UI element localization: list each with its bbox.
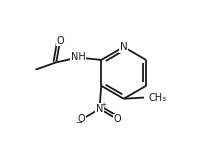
Text: O: O: [56, 36, 64, 46]
Text: N: N: [120, 42, 128, 52]
Text: NH: NH: [71, 52, 86, 62]
Text: +: +: [100, 102, 106, 109]
Text: CH₃: CH₃: [148, 93, 166, 103]
Text: O: O: [114, 114, 121, 124]
Text: O: O: [78, 114, 86, 124]
Text: −: −: [76, 118, 83, 127]
Text: N: N: [96, 104, 103, 114]
